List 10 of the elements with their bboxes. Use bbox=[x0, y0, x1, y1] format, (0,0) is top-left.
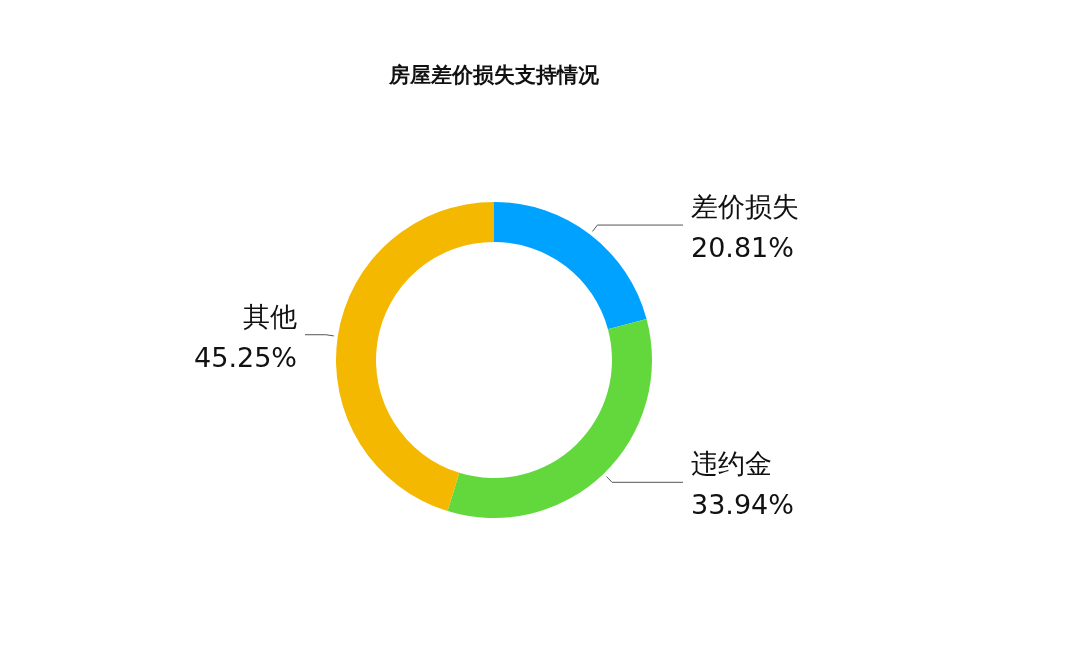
data-label: 20.81% bbox=[691, 232, 794, 264]
slice-label: 违约金 bbox=[691, 448, 772, 480]
donut-slice bbox=[494, 202, 647, 330]
data-label: 45.25% bbox=[194, 341, 297, 373]
slice-label: 差价损失 bbox=[691, 191, 799, 223]
donut-slice bbox=[447, 318, 652, 518]
chart-title: 房屋差价损失支持情况 bbox=[388, 63, 600, 87]
slice-label: 其他 bbox=[243, 300, 297, 332]
donut-slice bbox=[336, 202, 494, 512]
data-label: 33.94% bbox=[691, 489, 794, 521]
